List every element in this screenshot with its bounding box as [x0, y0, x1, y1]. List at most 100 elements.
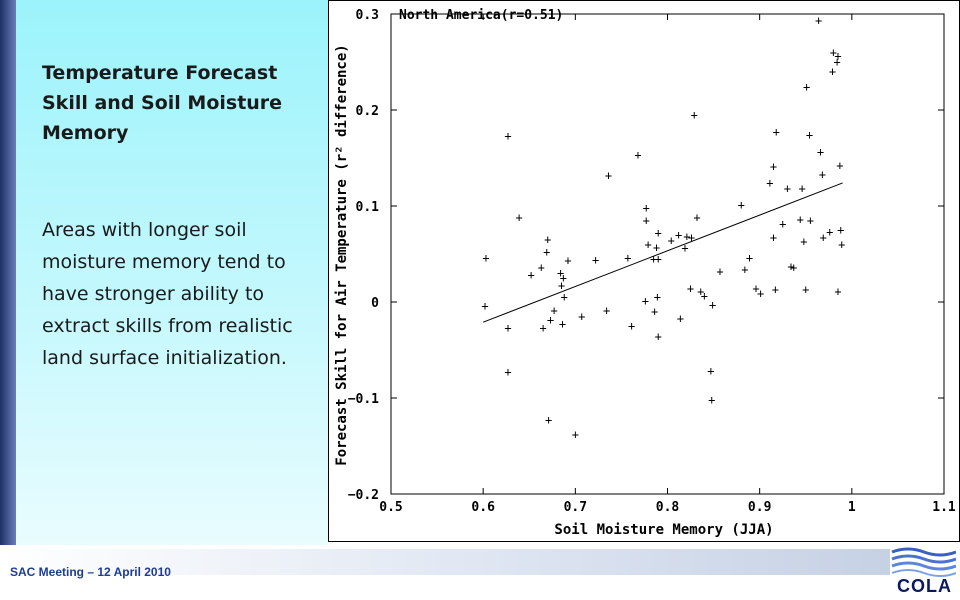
- chart-annotation: North America(r=0.51): [399, 8, 563, 23]
- data-point: +: [833, 55, 840, 69]
- data-point: +: [800, 235, 807, 249]
- x-tick-label: 0.7: [564, 500, 587, 515]
- data-point: +: [572, 427, 579, 441]
- data-point: +: [551, 304, 558, 318]
- data-point: +: [677, 311, 684, 325]
- data-point: +: [716, 264, 723, 278]
- data-point: +: [772, 283, 779, 297]
- data-point: +: [741, 262, 748, 276]
- data-point: +: [651, 305, 658, 319]
- data-point: +: [504, 129, 511, 143]
- data-point: +: [624, 251, 631, 265]
- data-point: +: [836, 159, 843, 173]
- footer-text: SAC Meeting – 12 April 2010: [10, 565, 171, 579]
- y-axis-label: Forecast Skill for Air Temperature (r² d…: [334, 44, 350, 465]
- footer: SAC Meeting – 12 April 2010: [0, 545, 960, 600]
- data-point: +: [557, 266, 564, 280]
- data-point: +: [687, 282, 694, 296]
- data-point: +: [634, 148, 641, 162]
- data-point: +: [693, 211, 700, 225]
- data-point: +: [527, 268, 534, 282]
- data-point: +: [807, 213, 814, 227]
- data-point: +: [543, 245, 550, 259]
- data-point: +: [820, 231, 827, 245]
- data-point: +: [803, 80, 810, 94]
- data-point: +: [817, 145, 824, 159]
- y-tick-label: 0: [371, 296, 379, 311]
- data-point: +: [668, 234, 675, 248]
- data-point: +: [837, 223, 844, 237]
- data-point: +: [605, 168, 612, 182]
- data-point: +: [779, 217, 786, 231]
- data-point: +: [746, 251, 753, 265]
- data-point: +: [797, 212, 804, 226]
- x-tick-label: 0.8: [656, 500, 680, 515]
- regression-line: [482, 182, 843, 323]
- data-point: +: [655, 330, 662, 344]
- data-point: +: [802, 283, 809, 297]
- data-point: +: [481, 299, 488, 313]
- data-point: +: [681, 241, 688, 255]
- data-point: +: [578, 309, 585, 323]
- y-tick-label: 0.3: [356, 8, 379, 23]
- y-tick-label: −0.1: [348, 392, 379, 407]
- data-point: +: [683, 230, 690, 244]
- data-point: +: [675, 228, 682, 242]
- data-point: +: [752, 282, 759, 296]
- data-point: +: [688, 231, 695, 245]
- x-tick-label: 0.6: [471, 500, 495, 515]
- data-point: +: [642, 294, 649, 308]
- data-point: +: [559, 317, 566, 331]
- y-tick-label: 0.1: [356, 200, 380, 215]
- data-point: +: [757, 286, 764, 300]
- x-tick-label: 0.5: [379, 500, 402, 515]
- data-point: +: [654, 290, 661, 304]
- scatter-chart: 0.5 0.6 0.7 0.8 0.9 1 1.1−0.2−0.100.10.20.3 ++…: [334, 8, 956, 538]
- cola-logo-icon: [891, 547, 956, 577]
- data-point: +: [592, 253, 599, 267]
- data-point: +: [560, 271, 567, 285]
- data-point: +: [826, 225, 833, 239]
- data-point: +: [643, 201, 650, 215]
- data-point: +: [628, 319, 635, 333]
- data-point: +: [738, 198, 745, 212]
- data-point: +: [834, 284, 841, 298]
- data-point: +: [539, 321, 546, 335]
- data-point: +: [834, 49, 841, 63]
- left-accent-bar: [0, 0, 16, 545]
- data-point: +: [838, 237, 845, 251]
- data-point: +: [773, 125, 780, 139]
- data-point: +: [504, 365, 511, 379]
- data-point: +: [691, 108, 698, 122]
- data-point: +: [697, 284, 704, 298]
- chart-ticks: 0.5 0.6 0.7 0.8 0.9 1 1.1 −0.2 −0.1 0 0.1 0.2 0.3: [348, 8, 956, 515]
- data-point: +: [784, 182, 791, 196]
- data-point: +: [504, 321, 511, 335]
- data-point: +: [701, 289, 708, 303]
- data-point: +: [650, 252, 657, 266]
- data-point: +: [564, 254, 571, 268]
- data-point: +: [790, 260, 797, 274]
- x-axis-label: Soil Moisture Memory (JJA): [554, 522, 773, 538]
- data-point: +: [558, 279, 565, 293]
- data-point: +: [829, 65, 836, 79]
- data-point: +: [819, 167, 826, 181]
- data-point: +: [538, 260, 545, 274]
- plot-frame: [390, 13, 945, 495]
- data-point: +: [815, 14, 822, 28]
- logo-text: COLA: [897, 576, 952, 596]
- text-panel: [16, 0, 328, 545]
- data-point: +: [655, 252, 662, 266]
- data-point: +: [655, 226, 662, 240]
- slide-title: Temperature Forecast Skill and Soil Mois…: [42, 62, 283, 144]
- x-tick-label: 1.1: [932, 500, 956, 515]
- data-point: +: [806, 128, 813, 142]
- data-point: +: [707, 364, 714, 378]
- data-point: +: [766, 176, 773, 190]
- slide-body-text: Areas with longer soil moisture memory t…: [42, 219, 293, 369]
- data-point: +: [545, 413, 552, 427]
- data-point: +: [643, 213, 650, 227]
- data-point: +: [561, 290, 568, 304]
- x-tick-label: 1: [848, 500, 856, 515]
- data-point: +: [798, 182, 805, 196]
